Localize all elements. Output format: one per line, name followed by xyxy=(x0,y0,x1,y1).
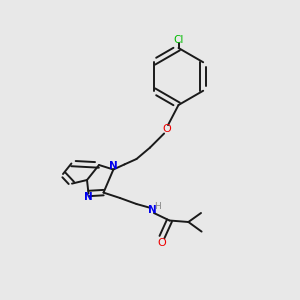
Text: N: N xyxy=(109,160,118,171)
Text: N: N xyxy=(84,192,93,203)
Text: N: N xyxy=(148,205,157,215)
Text: O: O xyxy=(162,124,171,134)
Text: Cl: Cl xyxy=(173,34,184,45)
Text: O: O xyxy=(158,238,166,248)
Text: H: H xyxy=(154,202,161,211)
